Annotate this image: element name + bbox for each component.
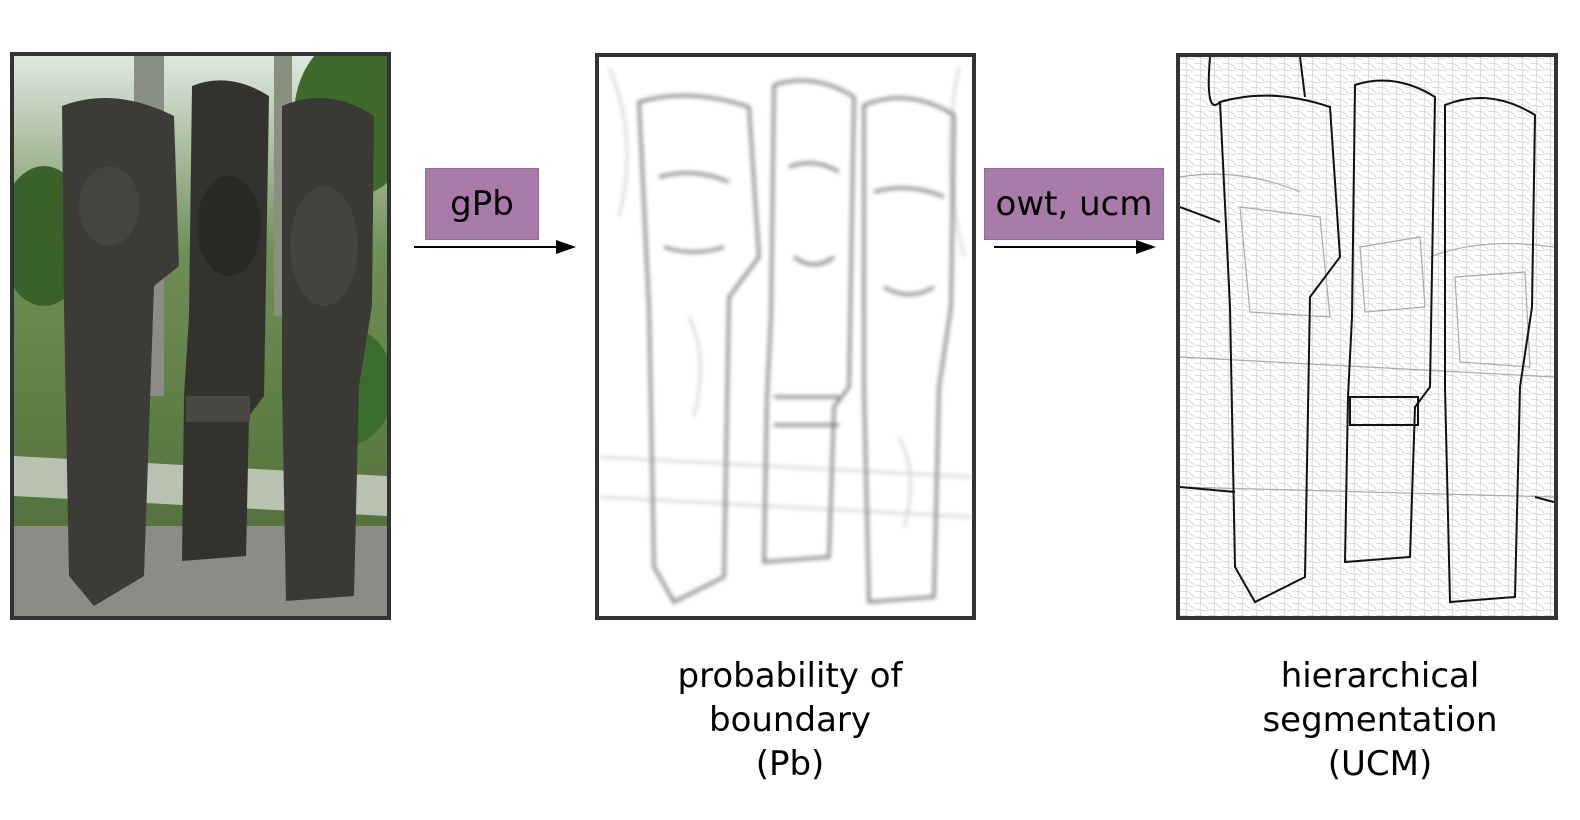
ucm-map-image [1180, 57, 1554, 616]
gpb-step-box: gPb [425, 168, 539, 240]
owt-ucm-step-label: owt, ucm [995, 184, 1153, 224]
pb-caption-line-1: probability of [677, 656, 903, 696]
input-photo [10, 52, 391, 620]
pb-caption-line-2: boundary [709, 700, 871, 740]
ucm-caption-line-3: (UCM) [1327, 744, 1433, 784]
statues-photo-image [14, 56, 387, 616]
owt-ucm-step-box: owt, ucm [984, 168, 1164, 240]
ucm-caption: hierarchical segmentation (UCM) [1180, 654, 1580, 786]
pb-caption: probability of boundary (Pb) [590, 654, 990, 786]
ucm-map [1176, 53, 1558, 620]
pb-map [595, 53, 976, 620]
right-arrow-icon [414, 240, 576, 254]
pb-caption-line-3: (Pb) [755, 744, 825, 784]
pb-map-image [599, 57, 972, 616]
right-arrow-icon [994, 240, 1156, 254]
gpb-step-label: gPb [450, 184, 514, 224]
ucm-caption-line-1: hierarchical [1280, 656, 1480, 696]
ucm-caption-line-2: segmentation [1262, 700, 1498, 740]
